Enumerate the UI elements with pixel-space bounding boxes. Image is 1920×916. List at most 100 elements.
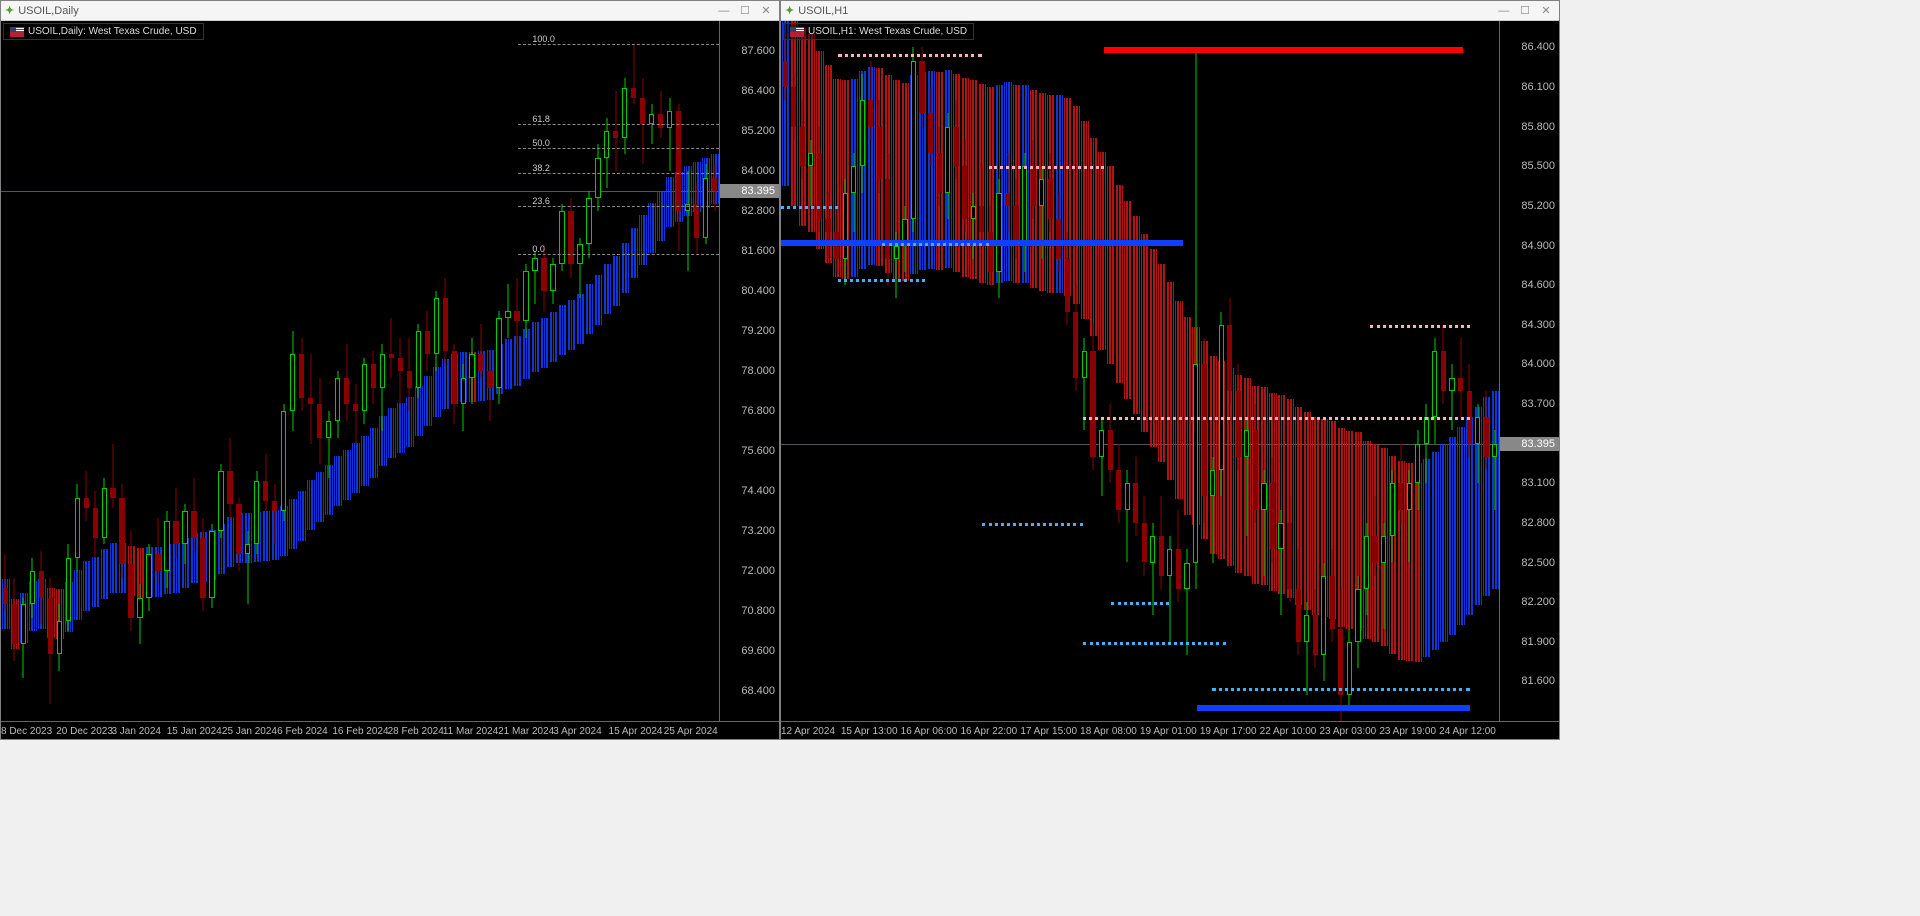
fib-level-line bbox=[518, 44, 719, 45]
chart-area-left[interactable]: USOIL,Daily: West Texas Crude, USD 100.0… bbox=[1, 21, 719, 721]
price-tick: 70.800 bbox=[741, 605, 775, 617]
price-tick: 80.400 bbox=[741, 285, 775, 297]
price-tick: 82.800 bbox=[1521, 517, 1555, 529]
time-tick: 19 Apr 17:00 bbox=[1200, 726, 1257, 737]
price-tick: 86.400 bbox=[1521, 41, 1555, 53]
time-tick: 12 Apr 2024 bbox=[781, 726, 835, 737]
price-tick: 84.000 bbox=[1521, 358, 1555, 370]
titlebar-right[interactable]: ✦ USOIL,H1 — ☐ ✕ bbox=[781, 1, 1559, 21]
sr-level-line bbox=[838, 54, 982, 57]
time-tick: 22 Apr 10:00 bbox=[1260, 726, 1317, 737]
fib-level-line bbox=[518, 254, 719, 255]
price-tick: 78.000 bbox=[741, 365, 775, 377]
fib-level-label: 38.2 bbox=[532, 163, 550, 173]
price-tick: 83.700 bbox=[1521, 398, 1555, 410]
price-tick: 68.400 bbox=[741, 685, 775, 697]
chart-area-right[interactable]: USOIL,H1: West Texas Crude, USD bbox=[781, 21, 1499, 721]
time-tick: 19 Apr 01:00 bbox=[1140, 726, 1197, 737]
flag-icon bbox=[10, 27, 24, 37]
price-tick: 81.600 bbox=[1521, 675, 1555, 687]
time-tick: 18 Apr 08:00 bbox=[1080, 726, 1137, 737]
time-tick: 15 Apr 13:00 bbox=[841, 726, 898, 737]
sr-level-line bbox=[1104, 47, 1463, 53]
time-tick: 16 Apr 22:00 bbox=[961, 726, 1018, 737]
time-tick: 23 Apr 03:00 bbox=[1320, 726, 1377, 737]
time-axis-left: 8 Dec 202320 Dec 20233 Jan 202415 Jan 20… bbox=[1, 721, 779, 739]
window-title-right: USOIL,H1 bbox=[798, 5, 1495, 17]
time-tick: 25 Jan 2024 bbox=[222, 726, 277, 737]
sr-level-line bbox=[1212, 688, 1470, 691]
time-tick: 23 Apr 19:00 bbox=[1379, 726, 1436, 737]
price-tick: 82.200 bbox=[1521, 596, 1555, 608]
flag-icon bbox=[790, 27, 804, 37]
minimize-button[interactable]: — bbox=[1495, 5, 1513, 17]
price-tick: 84.900 bbox=[1521, 240, 1555, 252]
price-tick: 76.800 bbox=[741, 405, 775, 417]
price-tick: 81.600 bbox=[741, 245, 775, 257]
price-tick: 79.200 bbox=[741, 325, 775, 337]
fib-level-line bbox=[518, 124, 719, 125]
time-tick: 25 Apr 2024 bbox=[664, 726, 718, 737]
time-tick: 20 Dec 2023 bbox=[56, 726, 113, 737]
price-tick: 85.200 bbox=[741, 125, 775, 137]
minimize-button[interactable]: — bbox=[715, 5, 733, 17]
close-button[interactable]: ✕ bbox=[1537, 4, 1555, 17]
chart-info-bar-right: USOIL,H1: West Texas Crude, USD bbox=[783, 23, 974, 40]
chart-container-right[interactable]: USOIL,H1: West Texas Crude, USD 86.400 86… bbox=[781, 21, 1559, 721]
time-tick: 15 Apr 2024 bbox=[609, 726, 663, 737]
time-tick: 24 Apr 12:00 bbox=[1439, 726, 1496, 737]
sr-level-line bbox=[882, 243, 990, 246]
fib-level-line bbox=[518, 148, 719, 149]
current-price-line bbox=[781, 444, 1499, 445]
chart-info-text-right: USOIL,H1: West Texas Crude, USD bbox=[808, 26, 967, 37]
price-tick: 82.500 bbox=[1521, 557, 1555, 569]
titlebar-left[interactable]: ✦ USOIL,Daily — ☐ ✕ bbox=[1, 1, 779, 21]
fib-level-label: 61.8 bbox=[532, 114, 550, 124]
price-tick: 85.500 bbox=[1521, 160, 1555, 172]
window-controls-right: — ☐ ✕ bbox=[1495, 4, 1555, 17]
price-tick: 75.600 bbox=[741, 445, 775, 457]
app-icon: ✦ bbox=[785, 4, 794, 17]
price-tick: 74.400 bbox=[741, 485, 775, 497]
current-price-line bbox=[1, 191, 719, 192]
price-axis-right: 86.40086.10085.80085.50085.20084.90084.6… bbox=[1499, 21, 1559, 721]
current-price-marker: 83.395 bbox=[1500, 437, 1559, 451]
time-tick: 3 Apr 2024 bbox=[553, 726, 601, 737]
chart-container-left[interactable]: USOIL,Daily: West Texas Crude, USD 100.0… bbox=[1, 21, 779, 721]
app-icon: ✦ bbox=[5, 4, 14, 17]
price-tick: 85.800 bbox=[1521, 121, 1555, 133]
maximize-button[interactable]: ☐ bbox=[1516, 4, 1534, 17]
price-tick: 83.100 bbox=[1521, 477, 1555, 489]
time-tick: 6 Feb 2024 bbox=[277, 726, 328, 737]
time-tick: 11 Mar 2024 bbox=[443, 726, 498, 737]
price-tick: 81.900 bbox=[1521, 636, 1555, 648]
time-tick: 3 Jan 2024 bbox=[111, 726, 161, 737]
fib-level-line bbox=[518, 173, 719, 174]
sr-level-line bbox=[1370, 325, 1471, 328]
fib-level-label: 0.0 bbox=[532, 244, 545, 254]
maximize-button[interactable]: ☐ bbox=[736, 4, 754, 17]
left-chart-window: ✦ USOIL,Daily — ☐ ✕ USOIL,Daily: West Te… bbox=[0, 0, 780, 740]
time-tick: 17 Apr 15:00 bbox=[1020, 726, 1077, 737]
price-tick: 86.400 bbox=[741, 85, 775, 97]
chart-info-text-left: USOIL,Daily: West Texas Crude, USD bbox=[28, 26, 197, 37]
right-chart-window: ✦ USOIL,H1 — ☐ ✕ USOIL,H1: West Texas Cr… bbox=[780, 0, 1560, 740]
close-button[interactable]: ✕ bbox=[757, 4, 775, 17]
fib-level-line bbox=[518, 206, 719, 207]
time-axis-right: 12 Apr 2024 15 Apr 13:0016 Apr 06:0016 Ap… bbox=[781, 721, 1559, 739]
sr-level-line bbox=[1197, 705, 1470, 711]
fib-level-label: 23.6 bbox=[532, 196, 550, 206]
sr-level-line bbox=[1111, 602, 1168, 605]
time-tick: 16 Apr 06:00 bbox=[901, 726, 958, 737]
price-tick: 82.800 bbox=[741, 205, 775, 217]
sr-level-line bbox=[989, 166, 1104, 169]
price-tick: 86.100 bbox=[1521, 81, 1555, 93]
price-axis-left: 87.60086.40085.20084.00082.80081.60080.4… bbox=[719, 21, 779, 721]
sr-level-line bbox=[1083, 417, 1471, 420]
window-title-left: USOIL,Daily bbox=[18, 5, 715, 17]
fib-level-label: 100.0 bbox=[532, 34, 555, 44]
window-controls-left: — ☐ ✕ bbox=[715, 4, 775, 17]
price-tick: 72.000 bbox=[741, 565, 775, 577]
time-tick: 16 Feb 2024 bbox=[332, 726, 388, 737]
time-tick: 21 Mar 2024 bbox=[498, 726, 554, 737]
